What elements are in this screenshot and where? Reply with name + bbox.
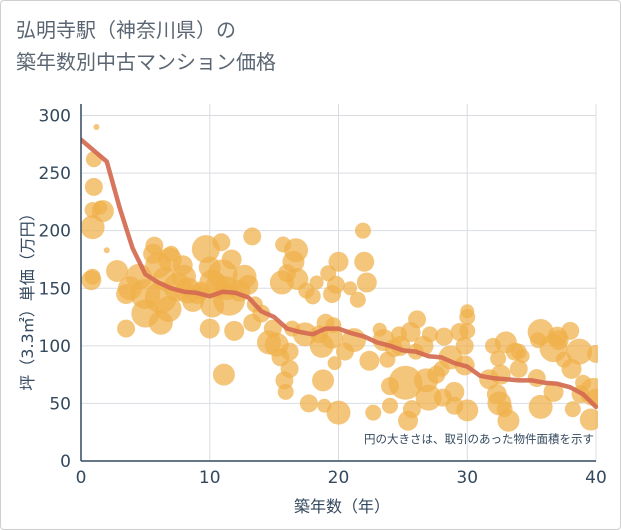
bubble-point xyxy=(359,350,380,371)
bubble-point xyxy=(84,268,101,285)
x-tick-label: 20 xyxy=(328,468,350,488)
bubble-series xyxy=(81,124,598,432)
bubble-point xyxy=(579,408,598,431)
x-tick-label: 10 xyxy=(199,468,221,488)
y-tick-label: 50 xyxy=(49,394,71,414)
chart-title: 弘明寺駅（神奈川県）の 築年数別中古マンション価格 xyxy=(16,14,276,78)
bubble-point xyxy=(243,227,262,246)
bubble-point xyxy=(326,275,345,294)
bubble-point xyxy=(309,275,324,290)
bubble-point xyxy=(459,322,476,339)
trend-series xyxy=(81,137,598,410)
bubble-point xyxy=(435,327,454,346)
bubble-point xyxy=(224,320,245,341)
bubble-point xyxy=(103,247,110,254)
bubble-point xyxy=(587,344,598,363)
bubble-point xyxy=(117,319,136,338)
bubble-point xyxy=(354,222,371,239)
bubble-point xyxy=(528,394,553,419)
bubble-point xyxy=(145,236,164,255)
x-tick-label: 30 xyxy=(456,468,478,488)
bubble-point xyxy=(93,124,100,131)
bubble-point xyxy=(304,288,321,305)
bubble-point xyxy=(382,397,398,414)
y-tick-label: 300 xyxy=(39,107,71,127)
bubble-point xyxy=(328,251,349,272)
bubble-point xyxy=(238,274,259,295)
bubble-point xyxy=(312,369,335,392)
bubble-point xyxy=(444,381,465,402)
chart-title-line-2: 築年数別中古マンション価格 xyxy=(16,50,276,74)
bubble-point xyxy=(561,321,580,340)
bubble-point xyxy=(280,359,299,378)
bubble-point xyxy=(163,245,180,262)
bubble-point xyxy=(460,304,475,319)
bubble-point xyxy=(543,381,564,402)
y-tick-label: 250 xyxy=(39,164,71,184)
bubble-point xyxy=(402,400,421,419)
bubble-point xyxy=(84,177,103,196)
bubble-point xyxy=(455,336,474,355)
bubble-point xyxy=(326,400,351,425)
bubble-point xyxy=(327,356,342,371)
bubble-point xyxy=(354,251,375,272)
bubble-size-note: 円の大きさは、取引のあった物件面積を示す xyxy=(364,432,594,446)
bubble-point xyxy=(212,233,231,252)
x-axis-label: 築年数（年） xyxy=(294,497,390,516)
bubble-point xyxy=(277,383,294,400)
bubble-point xyxy=(365,404,382,421)
y-tick-label: 200 xyxy=(39,222,71,242)
bubble-point xyxy=(388,365,423,400)
bubble-point xyxy=(421,326,438,343)
bubble-point xyxy=(490,350,507,367)
bubble-point xyxy=(212,363,235,386)
y-tick-label: 150 xyxy=(39,279,71,299)
bubble-point xyxy=(91,200,114,223)
bubble-point xyxy=(456,399,479,422)
bubble-point xyxy=(106,259,129,282)
bubble-point xyxy=(321,326,344,349)
axes: 0 50 100 150 200 250 300 0 10 20 30 40 xyxy=(39,104,607,488)
bubble-point xyxy=(564,401,581,418)
bubble-point xyxy=(221,249,242,270)
y-tick-label: 100 xyxy=(39,337,71,357)
bubble-point xyxy=(566,338,593,365)
y-axis-label: 坪（3.3㎡）単価（万円） xyxy=(18,205,37,390)
x-tick-label: 0 xyxy=(76,468,87,488)
trend-line xyxy=(81,137,598,410)
bubble-point xyxy=(509,359,528,378)
bubble-point xyxy=(284,238,309,263)
x-tick-label: 40 xyxy=(585,468,607,488)
bubble-point xyxy=(280,342,299,361)
bubble-point xyxy=(415,384,442,411)
bubble-point xyxy=(199,318,220,339)
bubble-point xyxy=(515,349,530,364)
bubble-point xyxy=(356,272,377,293)
bubble-point xyxy=(155,295,182,322)
bubble-point xyxy=(497,409,520,432)
bubble-point xyxy=(349,291,366,308)
chart-title-line-1: 弘明寺駅（神奈川県）の xyxy=(16,18,236,42)
bubble-point xyxy=(343,281,358,296)
bubble-point xyxy=(299,394,318,413)
y-tick-label: 0 xyxy=(60,452,71,472)
bubble-point xyxy=(408,310,427,329)
